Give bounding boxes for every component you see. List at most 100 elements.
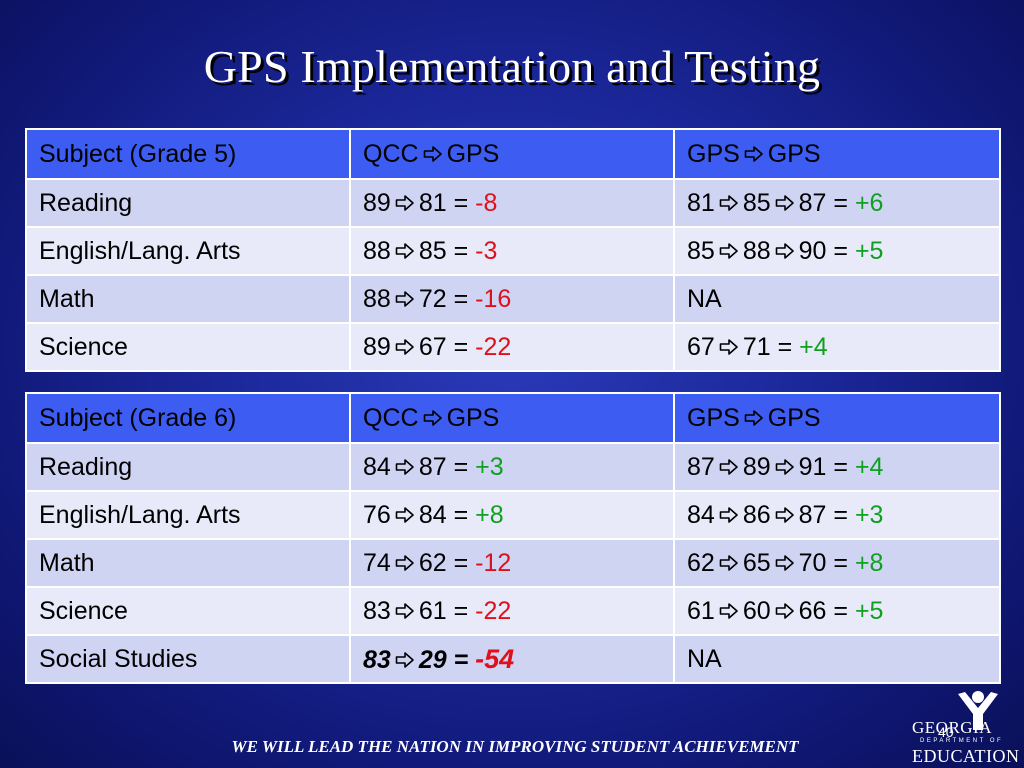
outline-right-arrow-icon xyxy=(719,506,738,523)
score-value: 87 xyxy=(798,500,827,529)
table-row: Reading 89 81 = -8 81 85 87 = +6 xyxy=(25,178,1001,228)
not-available-label: NA xyxy=(687,644,722,673)
table-row: Social Studies 83 29 = -54 NA xyxy=(25,634,1001,684)
column-header-qcc-gps: QCC GPS xyxy=(349,392,675,444)
subject-label: English/Lang. Arts xyxy=(39,236,241,265)
score-value: 67 xyxy=(687,332,715,361)
score-value: 88 xyxy=(363,284,391,313)
score-change: +8 xyxy=(475,500,504,529)
score-value: 29 xyxy=(418,645,447,674)
score-value: 71 xyxy=(742,332,771,361)
gps-to-gps-cell: 62 65 70 = +8 xyxy=(673,538,1001,588)
subject-cell: English/Lang. Arts xyxy=(25,226,351,276)
logo-line-2: DEPARTMENT OF xyxy=(920,738,1004,744)
score-change: +6 xyxy=(854,188,884,217)
slide-title: GPS Implementation and Testing xyxy=(203,41,821,92)
outline-right-arrow-icon xyxy=(775,242,794,259)
subject-cell: English/Lang. Arts xyxy=(25,490,351,540)
score-value: 74 xyxy=(363,548,391,577)
outline-right-arrow-icon xyxy=(744,145,763,162)
header-label: GPS xyxy=(446,139,500,168)
header-label: Subject (Grade 6) xyxy=(39,403,237,432)
outline-right-arrow-icon xyxy=(719,602,738,619)
score-value: 87 xyxy=(418,452,447,481)
outline-right-arrow-icon xyxy=(719,194,738,211)
outline-right-arrow-icon xyxy=(395,602,414,619)
score-value: 61 xyxy=(687,596,715,625)
qcc-to-gps-cell: 89 81 = -8 xyxy=(349,178,675,228)
score-value: 84 xyxy=(418,500,447,529)
score-value: 62 xyxy=(418,548,447,577)
gps-to-gps-cell: 85 88 90 = +5 xyxy=(673,226,1001,276)
score-value: 70 xyxy=(798,548,827,577)
outline-right-arrow-icon xyxy=(423,145,442,162)
subject-cell: Math xyxy=(25,274,351,324)
header-label: QCC xyxy=(363,403,419,432)
score-change: +5 xyxy=(854,236,884,265)
score-change: +3 xyxy=(475,452,504,481)
table-row: Math 74 62 = -12 62 65 70 = +8 xyxy=(25,538,1001,588)
outline-right-arrow-icon xyxy=(395,554,414,571)
outline-right-arrow-icon xyxy=(719,338,738,355)
outline-right-arrow-icon xyxy=(775,602,794,619)
outline-right-arrow-icon xyxy=(719,554,738,571)
outline-right-arrow-icon xyxy=(395,338,414,355)
header-label: GPS xyxy=(767,403,821,432)
logo-line-3: EDUCATION xyxy=(912,746,1020,766)
gps-to-gps-cell: 81 85 87 = +6 xyxy=(673,178,1001,228)
score-value: 85 xyxy=(742,188,771,217)
subject-label: Math xyxy=(39,548,95,577)
qcc-to-gps-cell: 89 67 = -22 xyxy=(349,322,675,372)
score-change: -3 xyxy=(475,236,498,265)
qcc-to-gps-cell: 88 85 = -3 xyxy=(349,226,675,276)
subject-cell: Reading xyxy=(25,178,351,228)
score-change: +8 xyxy=(854,548,884,577)
footer-slogan: WE WILL LEAD THE NATION IN IMPROVING STU… xyxy=(231,737,799,756)
outline-right-arrow-icon xyxy=(395,290,414,307)
georgia-doe-logo: GEORGIA DEPARTMENT OF EDUCATION xyxy=(908,688,1020,766)
gps-to-gps-cell: 67 71 = +4 xyxy=(673,322,1001,372)
score-value: 91 xyxy=(798,452,827,481)
outline-right-arrow-icon xyxy=(719,242,738,259)
outline-right-arrow-icon xyxy=(744,409,763,426)
gps-to-gps-cell: 61 60 66 = +5 xyxy=(673,586,1001,636)
outline-right-arrow-icon xyxy=(395,651,414,668)
outline-right-arrow-icon xyxy=(395,194,414,211)
score-value: 88 xyxy=(742,236,771,265)
column-header-gps-gps: GPS GPS xyxy=(673,392,1001,444)
score-value: 66 xyxy=(798,596,827,625)
table-row: English/Lang. Arts 88 85 = -3 85 88 90 = +5 xyxy=(25,226,1001,276)
score-value: 90 xyxy=(798,236,827,265)
outline-right-arrow-icon xyxy=(395,506,414,523)
score-value: 62 xyxy=(687,548,715,577)
subject-label: Reading xyxy=(39,452,133,481)
outline-right-arrow-icon xyxy=(719,458,738,475)
grade6-score-table: Subject (Grade 6) QCC GPS GPS GPS Reading 84 87… xyxy=(25,392,1001,684)
score-value: 89 xyxy=(363,188,391,217)
header-label: GPS xyxy=(767,139,821,168)
subject-cell: Reading xyxy=(25,442,351,492)
column-header-subject: Subject (Grade 6) xyxy=(25,392,351,444)
score-value: 84 xyxy=(363,452,391,481)
subject-cell: Math xyxy=(25,538,351,588)
score-value: 87 xyxy=(687,452,715,481)
subject-label: Reading xyxy=(39,188,133,217)
score-change: -8 xyxy=(475,188,498,217)
outline-right-arrow-icon xyxy=(775,554,794,571)
subject-cell: Science xyxy=(25,586,351,636)
score-value: 60 xyxy=(742,596,771,625)
score-value: 81 xyxy=(687,188,715,217)
score-change: -22 xyxy=(475,596,512,625)
score-change: +4 xyxy=(799,332,828,361)
header-label: GPS xyxy=(446,403,500,432)
score-change: +5 xyxy=(854,596,884,625)
table-row: English/Lang. Arts 76 84 = +8 84 86 87 = +3 xyxy=(25,490,1001,540)
gps-to-gps-cell: 87 89 91 = +4 xyxy=(673,442,1001,492)
score-value: 86 xyxy=(742,500,771,529)
slide-number: 40 xyxy=(938,724,954,740)
score-value: 87 xyxy=(798,188,827,217)
logo-line-1: GEORGIA xyxy=(912,718,992,737)
qcc-to-gps-cell: 74 62 = -12 xyxy=(349,538,675,588)
score-value: 65 xyxy=(742,548,771,577)
score-change: +4 xyxy=(854,452,884,481)
